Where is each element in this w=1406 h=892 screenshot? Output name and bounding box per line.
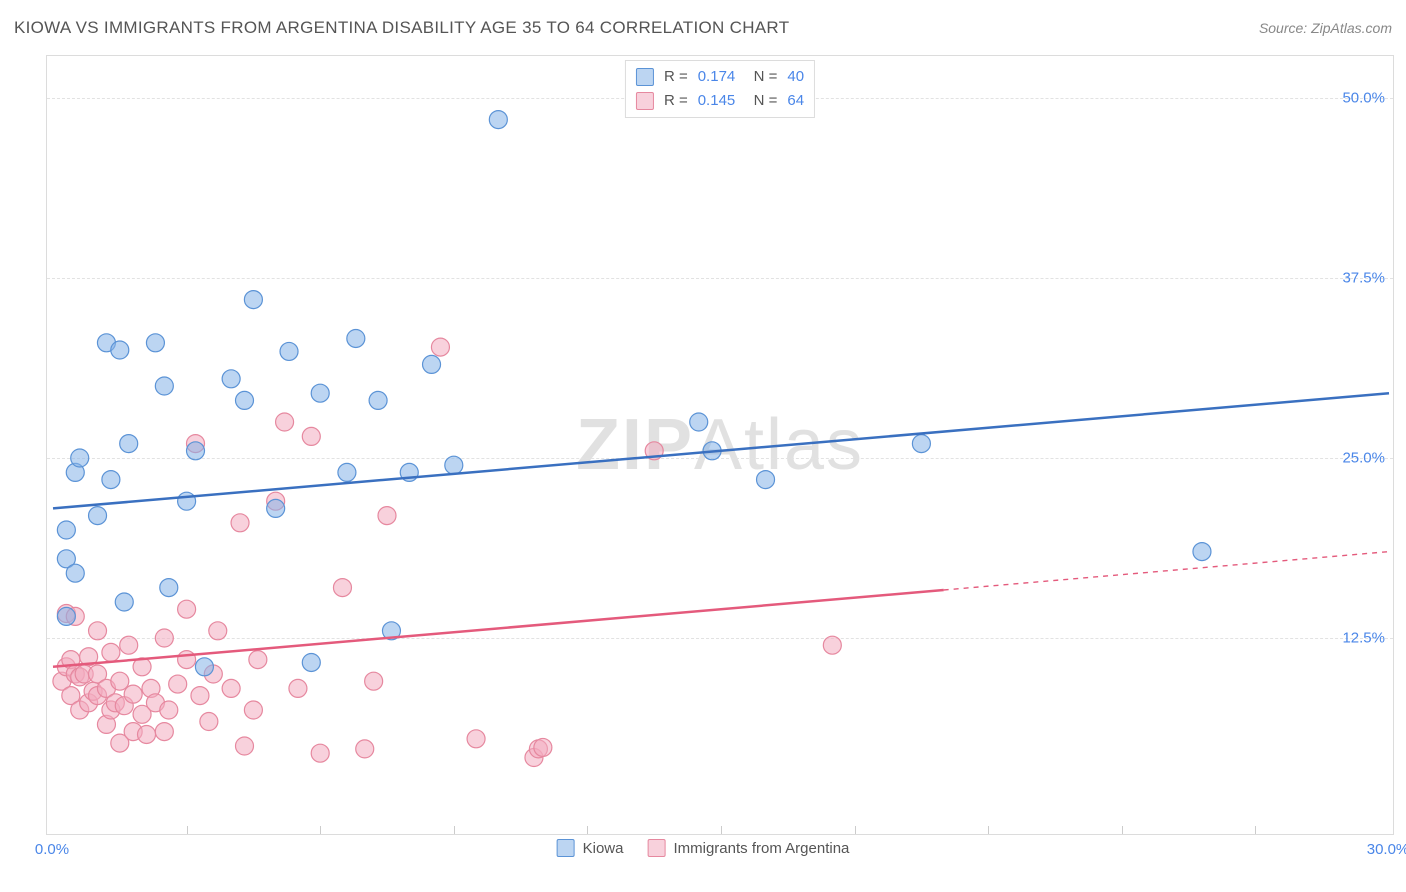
data-point bbox=[231, 514, 249, 532]
data-point bbox=[146, 334, 164, 352]
stat-n-label: N = bbox=[745, 89, 777, 113]
chart-area: ZIPAtlas 12.5%25.0%37.5%50.0% R = 0.174 … bbox=[46, 55, 1394, 835]
data-point bbox=[489, 111, 507, 129]
data-point bbox=[178, 600, 196, 618]
x-axis-min-label: 0.0% bbox=[35, 841, 69, 858]
legend-swatch bbox=[636, 92, 654, 110]
data-point bbox=[71, 449, 89, 467]
data-point bbox=[378, 507, 396, 525]
data-point bbox=[195, 658, 213, 676]
correlation-row: R = 0.174 N = 40 bbox=[636, 65, 804, 89]
correlation-legend: R = 0.174 N = 40R = 0.145 N = 64 bbox=[625, 60, 815, 118]
data-point bbox=[155, 723, 173, 741]
data-point bbox=[289, 679, 307, 697]
legend-item: Kiowa bbox=[557, 839, 624, 857]
data-point bbox=[89, 622, 107, 640]
legend-label: Immigrants from Argentina bbox=[673, 840, 849, 857]
data-point bbox=[120, 435, 138, 453]
data-point bbox=[356, 740, 374, 758]
data-point bbox=[467, 730, 485, 748]
data-point bbox=[102, 471, 120, 489]
data-point bbox=[138, 725, 156, 743]
data-point bbox=[120, 636, 138, 654]
legend-swatch bbox=[647, 839, 665, 857]
data-point bbox=[423, 355, 441, 373]
data-point bbox=[222, 370, 240, 388]
data-point bbox=[235, 391, 253, 409]
data-point bbox=[302, 653, 320, 671]
data-point bbox=[178, 492, 196, 510]
data-point bbox=[222, 679, 240, 697]
stat-n-label: N = bbox=[745, 65, 777, 89]
data-point bbox=[178, 651, 196, 669]
trend-line bbox=[53, 393, 1389, 508]
data-point bbox=[690, 413, 708, 431]
data-point bbox=[124, 685, 142, 703]
data-point bbox=[1193, 543, 1211, 561]
data-point bbox=[249, 651, 267, 669]
data-point bbox=[235, 737, 253, 755]
data-point bbox=[57, 521, 75, 539]
data-point bbox=[333, 579, 351, 597]
x-axis-max-label: 30.0% bbox=[1367, 841, 1406, 858]
data-point bbox=[311, 744, 329, 762]
chart-title: KIOWA VS IMMIGRANTS FROM ARGENTINA DISAB… bbox=[14, 18, 789, 38]
data-point bbox=[365, 672, 383, 690]
data-point bbox=[160, 579, 178, 597]
data-point bbox=[102, 643, 120, 661]
data-point bbox=[66, 564, 84, 582]
legend-swatch bbox=[636, 68, 654, 86]
data-point bbox=[431, 338, 449, 356]
data-point bbox=[111, 672, 129, 690]
data-point bbox=[111, 341, 129, 359]
data-point bbox=[89, 507, 107, 525]
data-point bbox=[187, 442, 205, 460]
stat-r-value: 0.145 bbox=[698, 89, 736, 113]
stat-r-value: 0.174 bbox=[698, 65, 736, 89]
data-point bbox=[115, 593, 133, 611]
stat-n-value: 40 bbox=[787, 65, 804, 89]
data-point bbox=[311, 384, 329, 402]
data-point bbox=[302, 427, 320, 445]
trend-line-dashed bbox=[944, 552, 1389, 590]
data-point bbox=[280, 342, 298, 360]
data-point bbox=[244, 291, 262, 309]
data-point bbox=[267, 499, 285, 517]
data-point bbox=[534, 738, 552, 756]
data-point bbox=[160, 701, 178, 719]
stat-r-label: R = bbox=[664, 89, 688, 113]
data-point bbox=[338, 463, 356, 481]
data-point bbox=[445, 456, 463, 474]
stat-n-value: 64 bbox=[787, 89, 804, 113]
series-legend: Kiowa Immigrants from Argentina bbox=[557, 839, 850, 857]
data-point bbox=[57, 607, 75, 625]
data-point bbox=[155, 377, 173, 395]
data-point bbox=[823, 636, 841, 654]
correlation-row: R = 0.145 N = 64 bbox=[636, 89, 804, 113]
data-point bbox=[369, 391, 387, 409]
data-point bbox=[209, 622, 227, 640]
data-point bbox=[191, 687, 209, 705]
legend-label: Kiowa bbox=[583, 840, 624, 857]
data-point bbox=[200, 713, 218, 731]
scatter-plot bbox=[47, 56, 1393, 834]
legend-item: Immigrants from Argentina bbox=[647, 839, 849, 857]
legend-swatch bbox=[557, 839, 575, 857]
data-point bbox=[169, 675, 187, 693]
data-point bbox=[912, 435, 930, 453]
data-point bbox=[347, 329, 365, 347]
stat-r-label: R = bbox=[664, 65, 688, 89]
data-point bbox=[757, 471, 775, 489]
data-point bbox=[276, 413, 294, 431]
source-label: Source: ZipAtlas.com bbox=[1259, 20, 1392, 36]
data-point bbox=[155, 629, 173, 647]
data-point bbox=[244, 701, 262, 719]
